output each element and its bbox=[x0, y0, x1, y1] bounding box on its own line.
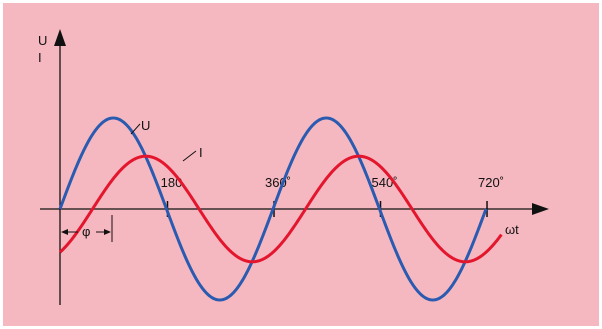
series-label-voltage: U bbox=[141, 118, 150, 133]
x-axis-arrow bbox=[532, 203, 549, 215]
phase-annotation: φ bbox=[59, 215, 113, 242]
tick-label-360: 360˚ bbox=[265, 175, 291, 190]
phase-label: φ bbox=[82, 224, 90, 239]
tick-label-720: 720˚ bbox=[478, 175, 504, 190]
series-label-leader-current bbox=[182, 150, 197, 162]
y-axis-label-current: I bbox=[38, 50, 42, 65]
phase-arrowhead-left bbox=[61, 229, 68, 235]
series-label-current: I bbox=[199, 145, 203, 160]
y-axis-arrow bbox=[54, 29, 66, 46]
tick-label-180: 180 bbox=[161, 175, 183, 190]
y-axis-label-voltage: U bbox=[38, 33, 47, 48]
series-label-leader-voltage bbox=[130, 123, 141, 135]
phase-arrowhead-right bbox=[104, 229, 111, 235]
series-line-voltage bbox=[58, 116, 488, 302]
series-line-current bbox=[58, 154, 503, 264]
x-axis-label: ωt bbox=[505, 222, 519, 237]
axes bbox=[40, 29, 549, 305]
tick-labels: 180 360˚ 540˚ 720˚ bbox=[161, 175, 504, 190]
